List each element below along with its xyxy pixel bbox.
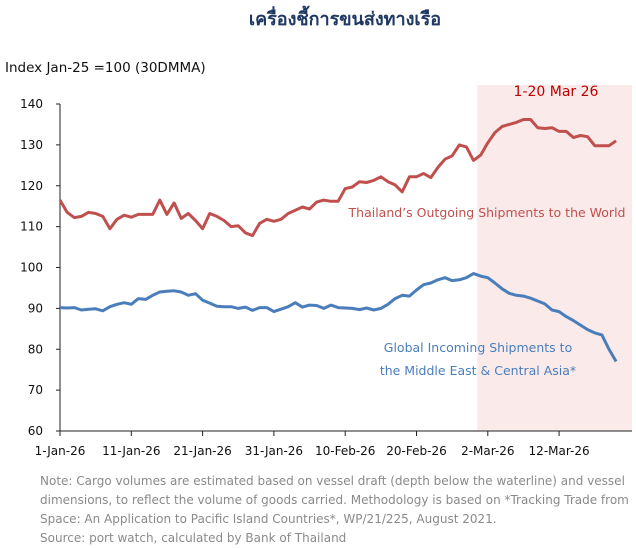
series-line-thailand-outgoing — [58, 118, 617, 238]
x-tick-label: 10-Feb-26 — [315, 444, 375, 458]
x-tick-label: 2-Mar-26 — [461, 444, 514, 458]
y-tick-label: 120 — [20, 179, 43, 193]
chart-title: เครื่องชี้การขนส่งทางเรือ — [248, 9, 442, 30]
highlight-region — [477, 85, 632, 431]
y-tick-label: 90 — [28, 301, 43, 315]
y-tick-label: 140 — [20, 97, 43, 111]
highlight-label: 1-20 Mar 26 — [514, 84, 599, 100]
footnote: Note: Cargo volumes are estimated based … — [40, 472, 636, 548]
series-line-middle-east-incoming — [59, 272, 618, 363]
series-label-middle-east-line1: Global Incoming Shipments to — [384, 340, 572, 355]
series-label-middle-east-line2: the Middle East & Central Asia* — [380, 363, 576, 378]
y-tick-label: 130 — [20, 138, 43, 152]
y-axis-label: Index Jan-25 =100 (30DMMA) — [5, 60, 206, 76]
x-tick-label: 20-Feb-26 — [386, 444, 446, 458]
y-tick-label: 80 — [28, 342, 43, 356]
x-tick-label: 12-Mar-26 — [529, 444, 590, 458]
y-tick-label: 110 — [20, 220, 43, 234]
x-tick-label: 11-Jan-26 — [102, 444, 160, 458]
source-note: Source: port watch, calculated by Bank o… — [40, 531, 347, 545]
series-label-thailand: Thailand’s Outgoing Shipments to the Wor… — [348, 205, 626, 220]
line-chart: 1-20 Mar 26 60 70 80 90 100 110 120 130 140 1-Jan-… — [20, 84, 632, 458]
y-tick-label: 70 — [28, 383, 43, 397]
y-tick-label: 100 — [20, 261, 43, 275]
y-tick-label: 60 — [28, 424, 43, 438]
x-tick-label: 21-Jan-26 — [173, 444, 231, 458]
x-tick-label: 31-Jan-26 — [245, 444, 303, 458]
methodology-note: Note: Cargo volumes are estimated based … — [40, 474, 629, 526]
x-tick-label: 1-Jan-26 — [35, 444, 86, 458]
